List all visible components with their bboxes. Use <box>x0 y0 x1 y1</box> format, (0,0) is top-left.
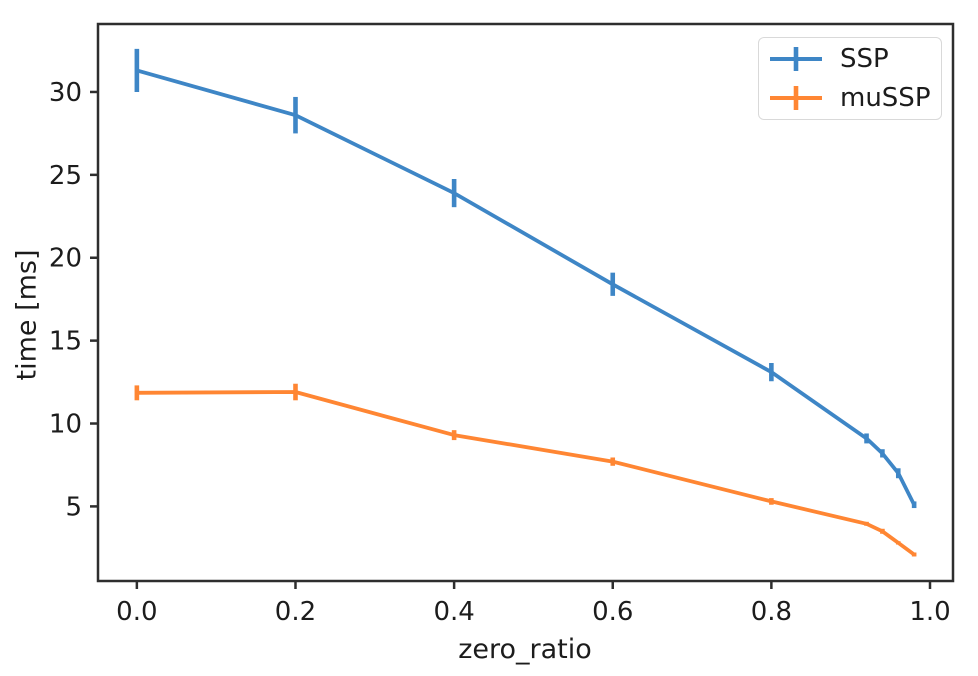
legend-label: SSP <box>840 44 889 74</box>
y-tick-label: 5 <box>65 492 82 522</box>
y-axis-label: time [ms] <box>11 249 43 381</box>
y-tick-label: 25 <box>49 161 82 191</box>
x-axis-label: zero_ratio <box>458 634 592 665</box>
y-tick-label: 15 <box>49 327 82 357</box>
legend: SSP muSSP <box>758 37 942 120</box>
y-tick-label: 30 <box>49 78 82 108</box>
x-tick-label: 0.6 <box>592 597 633 627</box>
series-line-SSP <box>134 68 916 507</box>
x-tick-label: 1.0 <box>909 597 950 627</box>
axes-spines <box>96 22 955 583</box>
x-tick-label: 0.2 <box>275 597 316 627</box>
legend-item-SSP: SSP <box>768 43 933 76</box>
errorbar-swatch-icon <box>770 86 822 110</box>
legend-item-muSSP: muSSP <box>768 82 933 115</box>
legend-label: muSSP <box>840 83 931 113</box>
x-tick-label: 0.0 <box>116 597 157 627</box>
x-tick-label: 0.8 <box>751 597 792 627</box>
errorbar-swatch-icon <box>770 47 822 71</box>
y-tick-label: 20 <box>49 244 82 274</box>
y-tick-label: 10 <box>49 410 82 440</box>
series-line-muSSP <box>134 390 916 557</box>
x-tick-label: 0.4 <box>433 597 474 627</box>
